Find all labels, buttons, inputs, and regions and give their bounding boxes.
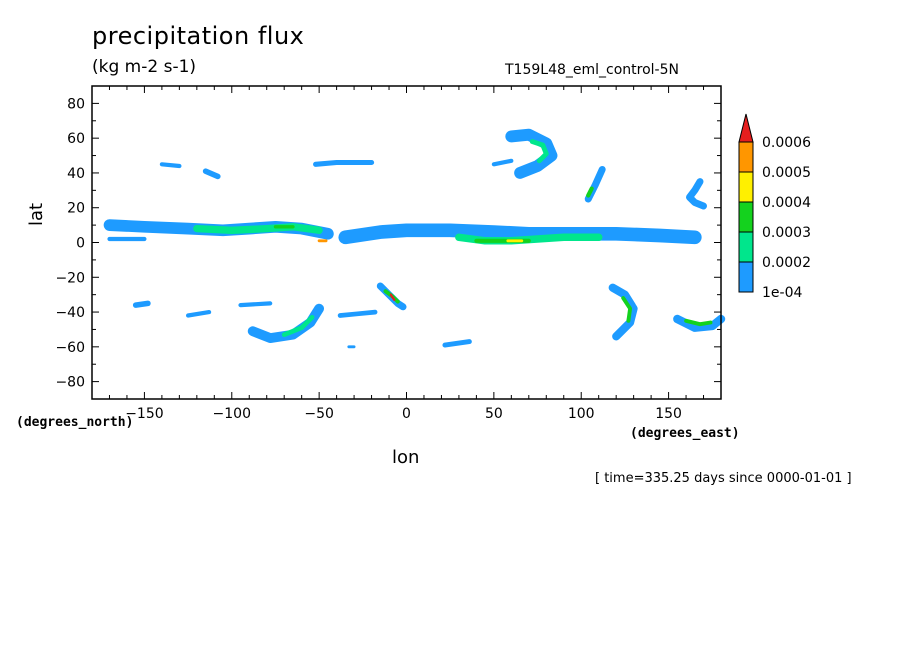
colorbar-label: 1e-04 xyxy=(762,285,802,301)
precip-feature-0 xyxy=(338,223,702,245)
colorbar-label: 0.0004 xyxy=(762,195,811,211)
y-tick-label: −60 xyxy=(55,340,85,356)
colorbar-overflow-triangle xyxy=(738,113,754,143)
colorbar-label: 0.0002 xyxy=(762,255,811,271)
y-tick-label: 0 xyxy=(76,236,85,252)
precip-feature-26 xyxy=(673,314,726,332)
precip-feature-9 xyxy=(505,128,558,179)
precip-feature-17 xyxy=(159,162,182,169)
x-tick-label: −50 xyxy=(304,406,334,422)
precip-feature-13 xyxy=(686,178,707,210)
precip-feature-28 xyxy=(132,300,151,308)
precip-feature-23 xyxy=(337,309,378,318)
x-axis-units: (degrees_east) xyxy=(630,426,740,441)
time-stamp: [ time=335.25 days since 0000-01-01 ] xyxy=(595,471,852,486)
colorbar-swatch xyxy=(738,231,754,263)
colorbar-swatch xyxy=(738,201,754,233)
y-tick-label: 20 xyxy=(67,201,85,217)
precip-feature-31 xyxy=(442,339,472,348)
colorbar: 1e-04 0.0002 0.0003 0.0004 0.0005 0.0006 xyxy=(738,113,811,301)
colorbar-label: 0.0003 xyxy=(762,225,811,241)
axis-ticks: −150 −100 −50 0 50 100 150 −80 −60 −40 −20 0 20 40 60 8… xyxy=(55,85,722,422)
x-tick-label: 150 xyxy=(655,406,682,422)
colorbar-label: 0.0005 xyxy=(762,165,811,181)
x-axis-label: lon xyxy=(392,447,420,468)
plot-frame xyxy=(91,85,722,400)
run-name-label: T159L48_eml_control-5N xyxy=(505,62,679,78)
colorbar-label: 0.0006 xyxy=(762,135,811,151)
x-tick-label: 50 xyxy=(485,406,503,422)
colorbar-swatch xyxy=(738,141,754,173)
chart-title: precipitation flux xyxy=(92,22,305,50)
units-label: (kg m-2 s-1) xyxy=(92,57,197,77)
x-tick-label: −100 xyxy=(213,406,251,422)
colorbar-swatch xyxy=(738,261,754,293)
precip-feature-30 xyxy=(238,301,273,308)
precip-feature-29 xyxy=(186,310,212,318)
precip-feature-12 xyxy=(586,186,594,198)
precip-feature-24 xyxy=(608,283,638,341)
y-tick-label: 80 xyxy=(67,96,85,112)
x-tick-label: 100 xyxy=(568,406,595,422)
x-tick-label: 0 xyxy=(402,406,411,422)
y-tick-label: 60 xyxy=(67,131,85,147)
colorbar-swatch xyxy=(738,171,754,203)
precip-feature-10 xyxy=(529,139,549,164)
precipitation-fields xyxy=(103,128,726,349)
y-axis-units: (degrees_north) xyxy=(16,415,134,430)
y-tick-label: 40 xyxy=(67,166,85,182)
precip-feature-16 xyxy=(202,168,221,180)
precip-feature-27 xyxy=(684,318,713,327)
precip-feature-2 xyxy=(193,223,323,234)
precip-feature-22 xyxy=(389,293,396,301)
x-tick-label: −150 xyxy=(125,406,163,422)
precip-feature-19 xyxy=(281,314,315,338)
precip-feature-25 xyxy=(621,296,633,323)
precip-feature-15 xyxy=(491,158,514,167)
precip-feature-14 xyxy=(313,159,375,167)
y-tick-label: −20 xyxy=(55,270,85,286)
y-tick-label: −40 xyxy=(55,305,85,321)
y-tick-label: −80 xyxy=(55,375,85,391)
